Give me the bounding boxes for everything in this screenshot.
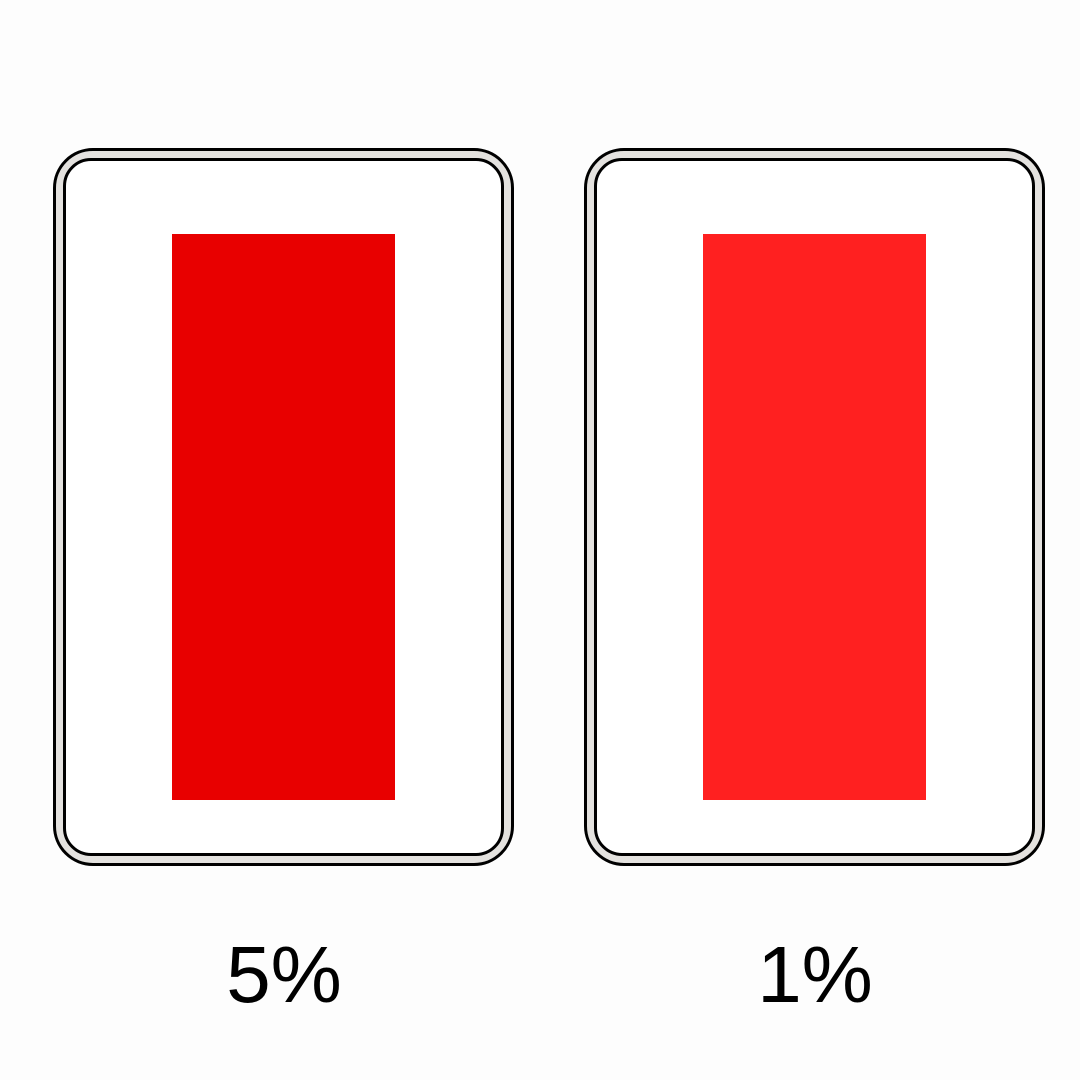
red-swatch-left (172, 234, 395, 800)
panel-right-inner (594, 158, 1035, 856)
label-right: 1% (757, 930, 873, 1019)
panel-left-frame (53, 148, 514, 866)
label-left: 5% (226, 930, 342, 1019)
red-swatch-right (703, 234, 926, 800)
panel-right-frame (584, 148, 1045, 866)
panel-left-inner (63, 158, 504, 856)
